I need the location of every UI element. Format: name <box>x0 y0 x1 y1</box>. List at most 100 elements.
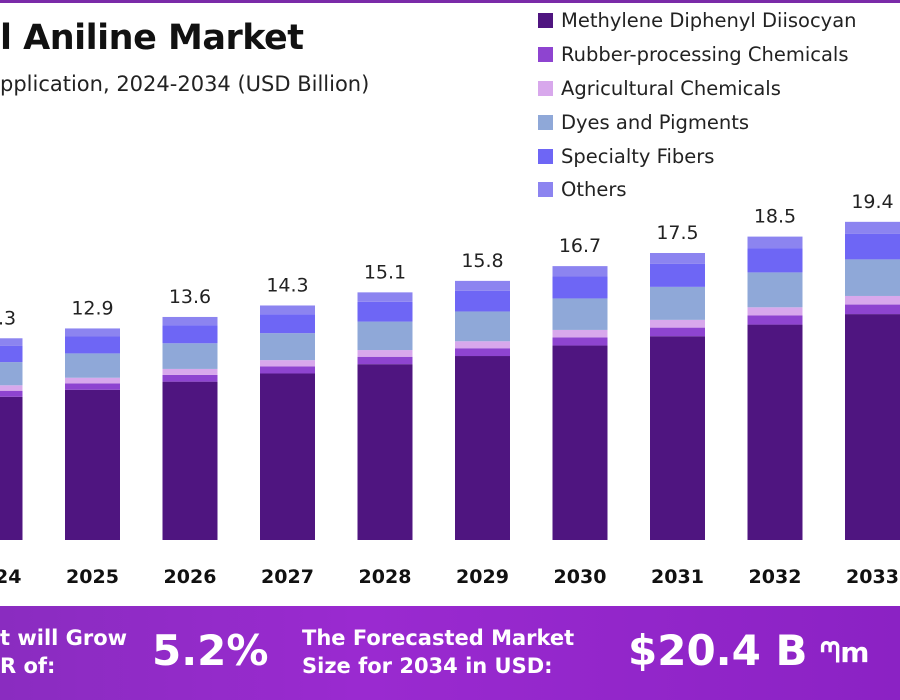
bar-segment-2030-1 <box>552 337 608 346</box>
bar-segment-2029-5 <box>455 280 510 291</box>
bar-segment-2030-3 <box>552 298 608 330</box>
legend-swatch <box>538 13 553 29</box>
bar-segment-2028-2 <box>357 350 413 357</box>
bar-segment-2026-4 <box>162 325 218 344</box>
bar-segment-2031-5 <box>650 253 705 264</box>
bar-segment-2028-4 <box>357 301 413 322</box>
x-tick-label: 2027 <box>261 566 314 588</box>
x-tick-label: 2025 <box>66 566 119 588</box>
legend-swatch <box>538 80 553 96</box>
bar-segment-2027-5 <box>260 305 315 315</box>
legend-label: Others <box>561 178 627 202</box>
bar-segment-2033-4 <box>845 233 900 260</box>
legend-swatch <box>538 47 553 63</box>
legend-swatch <box>538 114 553 130</box>
bar-segment-2025-3 <box>65 353 120 378</box>
bar-segment-2024-0 <box>0 396 23 540</box>
legend-label: Agricultural Chemicals <box>561 76 781 100</box>
legend-label: Dyes and Pigments <box>561 110 750 134</box>
data-label: 17.5 <box>656 222 698 244</box>
bar-segment-2027-2 <box>260 360 315 367</box>
x-tick-label: 2026 <box>164 566 217 588</box>
chart-subtitle: pplication, 2024-2034 (USD Billion) <box>0 72 370 96</box>
bar-segment-2031-2 <box>650 319 705 328</box>
forecast-text-1: The Forecasted Market <box>302 626 575 650</box>
bar-segment-2026-2 <box>162 368 218 375</box>
bar-segment-2024-4 <box>0 345 23 363</box>
bar-segment-2025-1 <box>65 383 120 390</box>
bar-segment-2032-5 <box>747 236 803 249</box>
bar-segment-2032-2 <box>747 307 803 316</box>
legend-label: Rubber-processing Chemicals <box>561 43 849 67</box>
cagr-text-1: t will Grow <box>0 626 128 650</box>
bar-segment-2024-1 <box>0 390 23 397</box>
stacked-bar-chart: 12.3 2024 12.9 2025 13.6 2026 14.3 2027 15.1 2028… <box>0 191 900 588</box>
x-tick-label: 2028 <box>359 566 412 588</box>
legend-item: Others <box>538 173 857 207</box>
forecast-value: $20.4 B <box>628 626 808 675</box>
summary-banner: t will Grow R of: 5.2% The Forecasted Mar… <box>0 606 900 700</box>
legend: Methylene Diphenyl Diisocyan Rubber-proce… <box>538 4 857 207</box>
bar-segment-2029-3 <box>455 311 510 342</box>
legend-swatch <box>538 182 553 198</box>
x-tick-label: 2029 <box>456 566 509 588</box>
bar-segment-2026-1 <box>162 374 218 382</box>
bar-segment-2024-3 <box>0 362 23 386</box>
bar-segment-2027-0 <box>260 373 315 540</box>
bar-segment-2031-0 <box>650 336 705 540</box>
bar-segment-2025-0 <box>65 389 120 540</box>
x-tick-label: 2024 <box>0 566 21 588</box>
bar-segment-2033-3 <box>845 259 900 296</box>
chart-title: l Aniline Market <box>0 18 304 58</box>
bar-segment-2033-2 <box>845 295 900 305</box>
data-label: 15.1 <box>364 261 406 283</box>
cagr-text-2: R of: <box>0 654 56 678</box>
bar-segment-2030-4 <box>552 276 608 299</box>
bar-segment-2031-3 <box>650 286 705 320</box>
bar-segment-2028-5 <box>357 292 413 302</box>
legend-swatch <box>538 148 553 164</box>
bar-segment-2025-2 <box>65 377 120 384</box>
bar-segment-2027-4 <box>260 314 315 334</box>
cagr-value: 5.2% <box>152 626 269 675</box>
data-label: 19.4 <box>851 191 893 213</box>
bar-segment-2025-4 <box>65 336 120 354</box>
bar-segment-2026-0 <box>162 381 218 540</box>
bar-segment-2024-5 <box>0 338 23 346</box>
legend-item: Specialty Fibers <box>538 139 857 173</box>
legend-label: Specialty Fibers <box>561 144 715 168</box>
bar-segment-2029-4 <box>455 290 510 312</box>
bar-segment-2028-1 <box>357 356 413 365</box>
x-tick-label: 2031 <box>651 566 704 588</box>
data-label: 14.3 <box>266 274 308 296</box>
legend-item: Agricultural Chemicals <box>538 72 857 106</box>
bar-segment-2031-1 <box>650 327 705 337</box>
bar-segment-2030-0 <box>552 345 608 540</box>
bar-segment-2024-2 <box>0 385 23 391</box>
bar-segment-2029-0 <box>455 356 510 540</box>
bar-segment-2026-5 <box>162 316 218 326</box>
bar-segment-2027-3 <box>260 333 315 361</box>
legend-item: Rubber-processing Chemicals <box>538 38 857 72</box>
bar-segment-2025-5 <box>65 328 120 337</box>
data-label: 18.5 <box>754 206 796 228</box>
x-tick-label: 2033 <box>846 566 899 588</box>
bar-segment-2033-1 <box>845 304 900 315</box>
bar-segment-2031-4 <box>650 263 705 287</box>
bar-segment-2029-1 <box>455 348 510 357</box>
data-label: 12.3 <box>0 307 16 329</box>
bar-segment-2032-4 <box>747 248 803 273</box>
x-tick-label: 2032 <box>749 566 802 588</box>
bar-segment-2033-5 <box>845 221 900 234</box>
bar-segment-2030-5 <box>552 266 608 277</box>
bar-segment-2032-3 <box>747 272 803 308</box>
legend-label: Methylene Diphenyl Diisocyan <box>561 9 857 33</box>
data-label: 15.8 <box>461 250 503 272</box>
data-label: 12.9 <box>71 297 113 319</box>
bar-segment-2030-2 <box>552 329 608 338</box>
bar-segment-2028-3 <box>357 321 413 351</box>
bar-segment-2028-0 <box>357 364 413 540</box>
bar-segment-2032-0 <box>747 324 803 540</box>
bar-segment-2032-1 <box>747 315 803 325</box>
bar-segment-2029-2 <box>455 341 510 349</box>
